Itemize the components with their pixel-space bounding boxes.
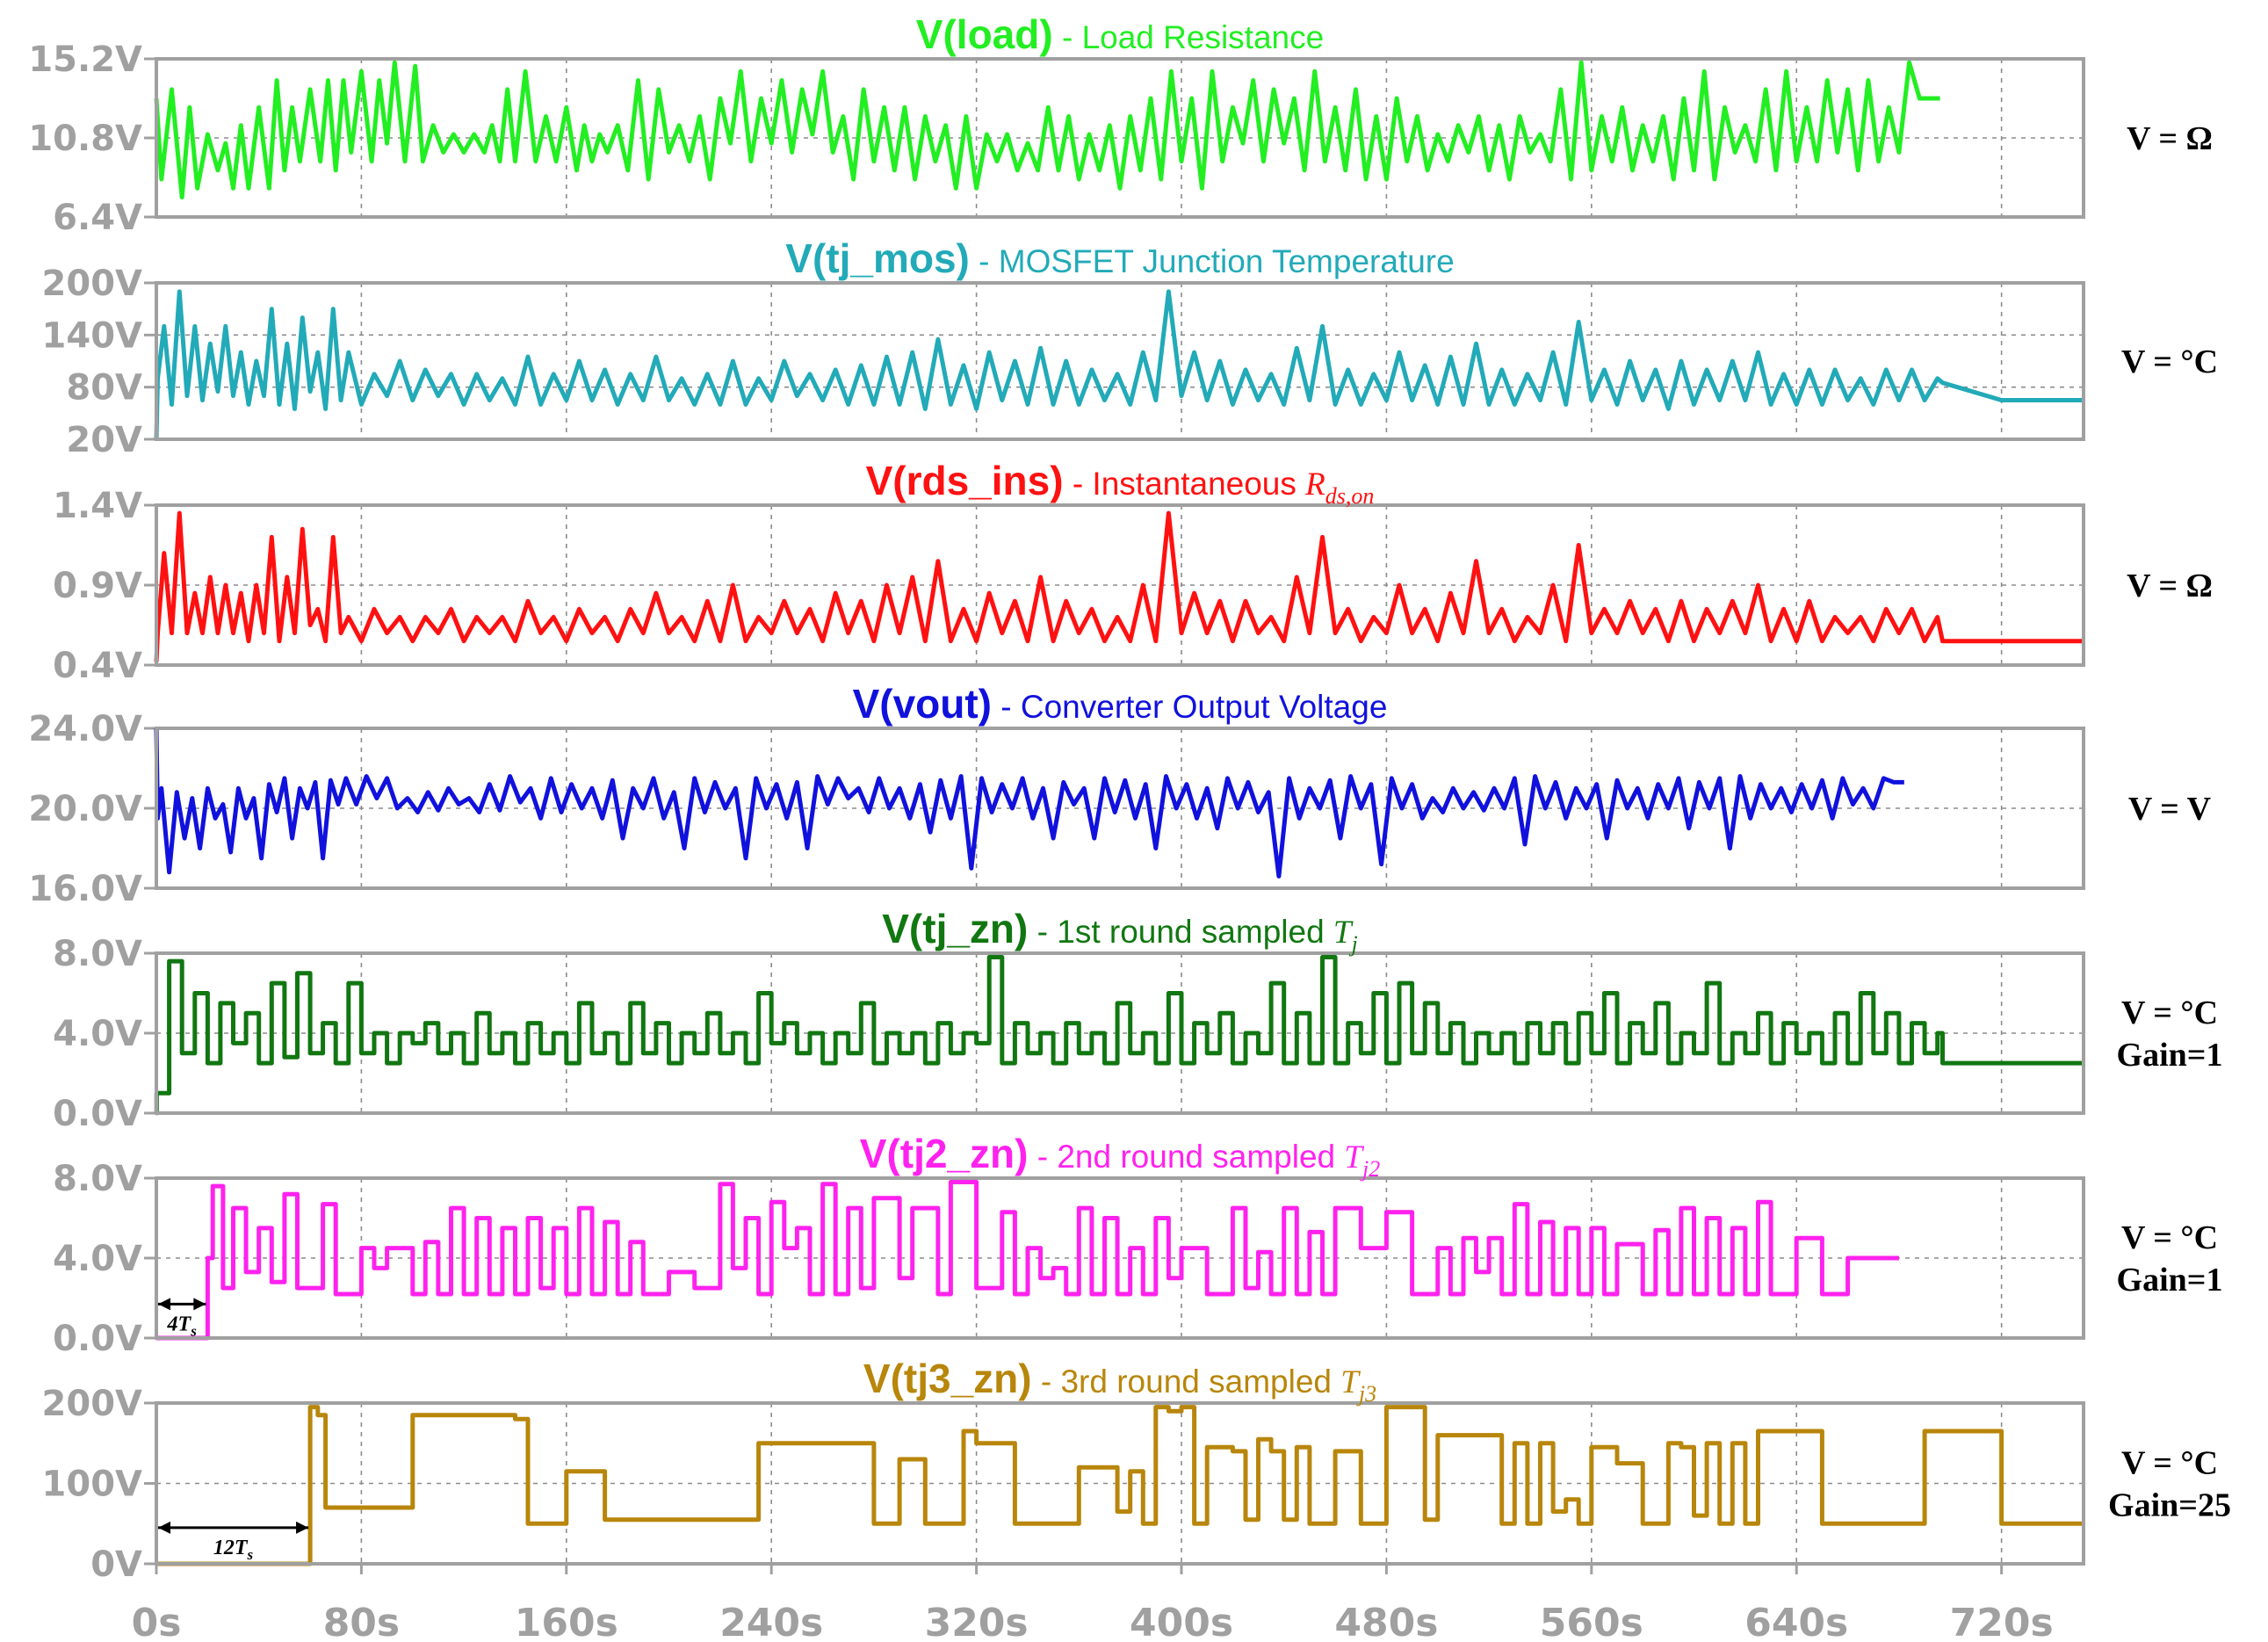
y-tick-label: 200V [42, 264, 142, 304]
y-tick-label: 8.0V [53, 934, 142, 974]
panel-frame [155, 1176, 2085, 1340]
y-tick-label: 8.0V [53, 1159, 142, 1199]
panel-frame [155, 281, 2085, 441]
y-tick-label: 140V [42, 315, 142, 356]
unit-label: V = °C [2121, 1445, 2218, 1482]
y-tick-label: 20V [66, 420, 142, 460]
y-tick-label: 4.0V [53, 1239, 142, 1279]
y-tick-label: 80V [66, 368, 142, 409]
delay-label: 12Ts [213, 1537, 254, 1563]
panel-grid [156, 1403, 2084, 1564]
panel-tj_mos: 200V 140V 80V 20V V(tj_mos) - MOSFET Junctio… [42, 235, 2218, 460]
delay-arrowhead-left [158, 1298, 170, 1311]
panel-frame [155, 503, 2085, 667]
delay-label: 4Ts [167, 1313, 198, 1339]
x-tick-label: 560s [1540, 1601, 1643, 1642]
panel-title: V(tj3_zn) - 3rd round sampled Tj3 [863, 1356, 1376, 1407]
delay-annotation: 12Ts [158, 1521, 309, 1563]
unit-label: Gain=25 [2108, 1487, 2231, 1524]
panel-title: V(rds_ins) - Instantaneous Rds,on [866, 458, 1375, 509]
delay-arrowhead-left [158, 1521, 170, 1534]
panel-title: V(load) - Load Resistance [916, 11, 1324, 57]
unit-label: Gain=1 [2117, 1262, 2223, 1298]
series-line-tj3_zn [156, 1405, 2084, 1566]
y-tick-label: 4.0V [53, 1014, 142, 1054]
panel-frame [155, 57, 2085, 219]
panel-frame [155, 951, 2085, 1115]
y-tick-label: 6.4V [53, 198, 142, 238]
panel-title: V(vout) - Converter Output Voltage [853, 681, 1388, 727]
unit-label: V = Ω [2127, 568, 2213, 604]
x-tick-label: 240s [719, 1601, 823, 1642]
y-tick-label: 100V [42, 1465, 142, 1505]
series-line-tj_mos [154, 289, 2084, 440]
panel-grid [156, 283, 2084, 439]
delay-arrowhead-right [193, 1298, 206, 1311]
y-tick-label: 0.0V [53, 1319, 142, 1359]
series-line-tj2_zn [156, 1180, 1899, 1341]
panel-rds_ins: 1.4V 0.9V 0.4V V(rds_ins) - Instantaneous R… [53, 458, 2213, 686]
panel-vout: 24.0V 20.0V 16.0V V(vout) - Converter Outpu… [28, 681, 2211, 909]
unit-label: V = °C [2121, 1219, 2218, 1256]
unit-label: V = Ω [2127, 120, 2213, 157]
y-tick-label: 16.0V [28, 869, 142, 909]
x-tick-label: 80s [323, 1601, 400, 1642]
unit-label: Gain=1 [2117, 1037, 2223, 1074]
y-tick-label: 1.4V [53, 486, 142, 526]
unit-label: V = °C [2121, 995, 2218, 1031]
x-axis: 0s 80s 160s 240s 320s 400s 480s 560s 640s 720s [132, 1564, 2054, 1642]
y-tick-label: 200V [42, 1384, 142, 1424]
y-tick-label: 0.0V [53, 1094, 142, 1134]
series-line-tj_zn [154, 955, 2084, 1116]
x-tick-label: 320s [925, 1601, 1029, 1642]
x-tick-label: 720s [1950, 1601, 2054, 1642]
y-tick-label: 20.0V [28, 789, 142, 829]
y-tick-label: 0.9V [53, 566, 142, 606]
x-tick-label: 0s [132, 1601, 182, 1642]
unit-label: V = V [2128, 791, 2212, 828]
panel-title: V(tj_mos) - MOSFET Junction Temperature [785, 235, 1454, 281]
panel-load: 15.2V 10.8V 6.4V V(load) - Load Resistance V… [28, 11, 2213, 238]
x-tick-label: 160s [515, 1601, 618, 1642]
panel-tj_zn: 8.0V 4.0V 0.0V V(tj_zn) - 1st round sampled… [53, 906, 2222, 1134]
panel-tj3_zn: 200V 100V 0V V(tj3_zn) - 3rd round sampled … [42, 1356, 2231, 1585]
y-tick-label: 0.4V [53, 646, 142, 686]
x-tick-label: 400s [1130, 1601, 1233, 1642]
panel-grid [156, 505, 2084, 665]
series-line-load [154, 60, 1940, 199]
series-line-rds_ins [154, 510, 2084, 662]
panel-frame [155, 727, 2085, 890]
delay-annotation: 4Ts [158, 1298, 206, 1339]
panel-title: V(tj_zn) - 1st round sampled Tj [882, 906, 1357, 957]
x-tick-label: 640s [1744, 1601, 1848, 1642]
series-line-vout [154, 727, 1904, 879]
unit-label: V = °C [2121, 344, 2218, 380]
y-tick-label: 0V [90, 1544, 142, 1585]
y-tick-label: 24.0V [28, 709, 142, 749]
panel-title: V(tj2_zn) - 2nd round sampled Tj2 [860, 1131, 1380, 1182]
panel-frame [155, 1401, 2085, 1566]
y-tick-label: 15.2V [28, 40, 142, 80]
y-tick-label: 10.8V [28, 119, 142, 159]
panel-tj2_zn: 8.0V 4.0V 0.0V V(tj2_zn) - 2nd round sample… [53, 1131, 2222, 1359]
x-tick-label: 480s [1334, 1601, 1438, 1642]
delay-arrowhead-right [296, 1521, 309, 1534]
panels-group: 15.2V 10.8V 6.4V V(load) - Load Resistance V… [28, 11, 2231, 1585]
